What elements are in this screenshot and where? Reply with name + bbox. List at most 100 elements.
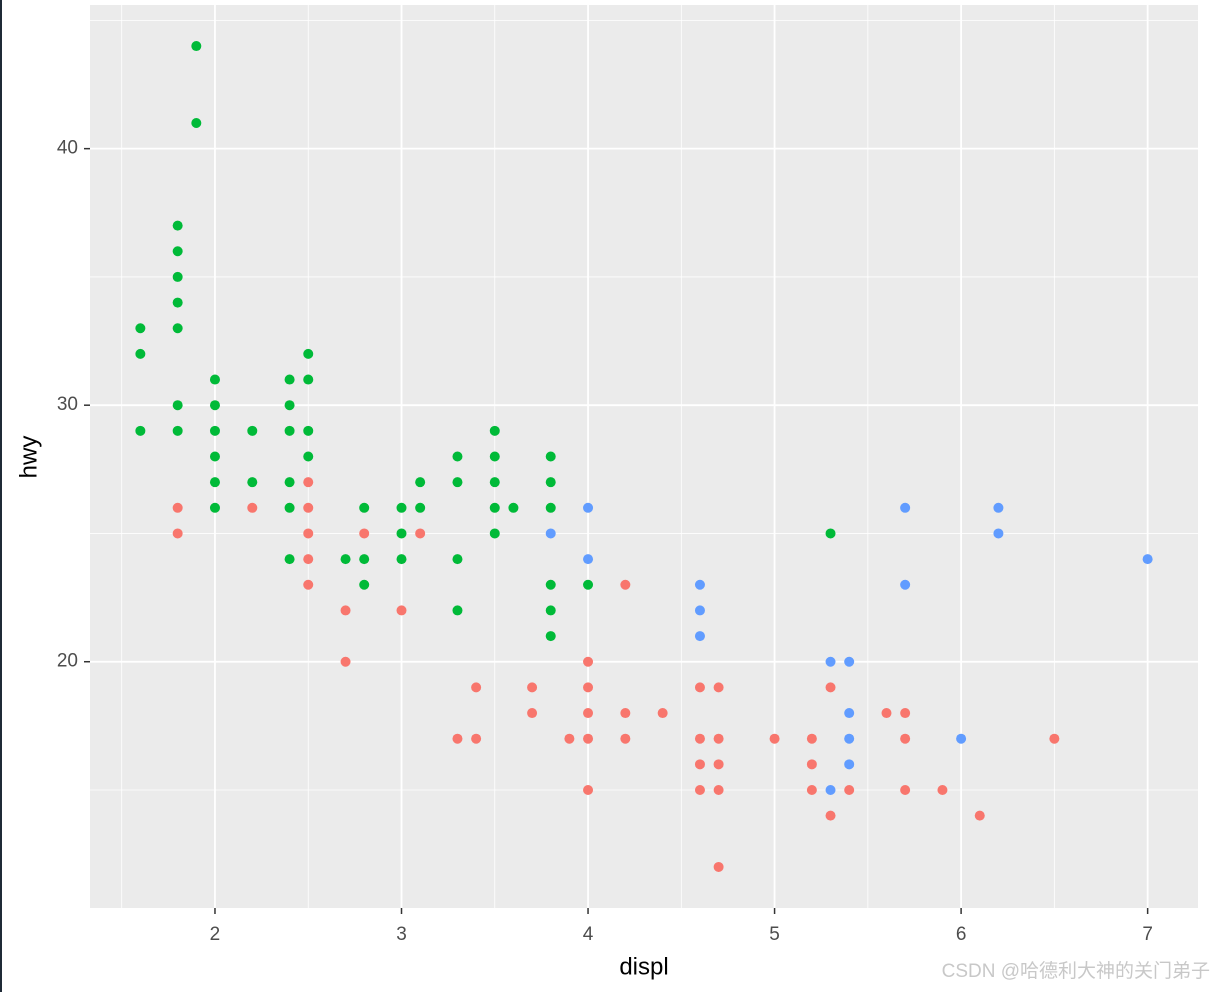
point: [452, 477, 463, 488]
point: [209, 374, 220, 385]
x-tick-label: 3: [396, 924, 407, 945]
point: [844, 733, 855, 744]
x-tick-label: 7: [1142, 924, 1153, 945]
x-axis-title: displ: [619, 953, 668, 980]
point: [415, 528, 426, 539]
point: [769, 733, 780, 744]
x-tick-label: 4: [583, 924, 594, 945]
point: [489, 477, 500, 488]
point: [471, 733, 482, 744]
point: [284, 554, 295, 565]
point: [172, 220, 183, 231]
point: [303, 579, 314, 590]
point: [172, 297, 183, 308]
point: [545, 631, 556, 642]
point: [247, 502, 258, 513]
point: [340, 554, 351, 565]
point: [583, 733, 594, 744]
y-axis-title: hwy: [15, 436, 42, 479]
point: [881, 708, 892, 719]
point: [844, 759, 855, 770]
point: [713, 759, 724, 770]
point: [284, 400, 295, 411]
point: [583, 502, 594, 513]
point: [209, 425, 220, 436]
point: [1142, 554, 1153, 565]
point: [247, 425, 258, 436]
point: [172, 502, 183, 513]
point: [359, 528, 370, 539]
point: [303, 502, 314, 513]
point: [489, 451, 500, 462]
point: [284, 477, 295, 488]
watermark: CSDN @哈德利大神的关门弟子: [942, 960, 1210, 982]
point: [396, 605, 407, 616]
point: [471, 682, 482, 693]
x-tick-label: 2: [210, 924, 221, 945]
point: [452, 554, 463, 565]
point: [340, 605, 351, 616]
point: [545, 528, 556, 539]
point: [993, 528, 1004, 539]
point: [583, 784, 594, 795]
point: [303, 374, 314, 385]
point: [172, 528, 183, 539]
point: [209, 400, 220, 411]
point: [545, 451, 556, 462]
point: [974, 810, 985, 821]
point: [303, 451, 314, 462]
point: [396, 528, 407, 539]
y-tick-label: 30: [57, 394, 78, 415]
point: [806, 733, 817, 744]
point: [713, 784, 724, 795]
point: [359, 554, 370, 565]
point: [303, 477, 314, 488]
point: [452, 605, 463, 616]
point: [844, 784, 855, 795]
plot-panel: [90, 5, 1198, 908]
point: [583, 579, 594, 590]
point: [806, 784, 817, 795]
point: [527, 682, 538, 693]
point: [527, 708, 538, 719]
point: [452, 451, 463, 462]
point: [545, 579, 556, 590]
point: [620, 733, 631, 744]
point: [564, 733, 575, 744]
point: [396, 554, 407, 565]
point: [284, 374, 295, 385]
point: [545, 502, 556, 513]
point: [694, 579, 705, 590]
point: [135, 425, 146, 436]
x-tick-label: 6: [956, 924, 967, 945]
point: [825, 528, 836, 539]
point: [620, 579, 631, 590]
point: [172, 425, 183, 436]
point: [713, 682, 724, 693]
point: [900, 708, 911, 719]
point: [135, 348, 146, 359]
point: [172, 323, 183, 334]
point: [583, 708, 594, 719]
point: [825, 682, 836, 693]
point: [956, 733, 967, 744]
point: [583, 656, 594, 667]
point: [993, 502, 1004, 513]
point: [303, 554, 314, 565]
point: [452, 733, 463, 744]
point: [825, 784, 836, 795]
point: [583, 554, 594, 565]
point: [657, 708, 668, 719]
point: [135, 323, 146, 334]
point: [284, 425, 295, 436]
point: [900, 784, 911, 795]
point: [340, 656, 351, 667]
point: [303, 425, 314, 436]
point: [415, 477, 426, 488]
point: [844, 708, 855, 719]
point: [694, 682, 705, 693]
point: [825, 810, 836, 821]
point: [694, 605, 705, 616]
point: [191, 118, 202, 129]
